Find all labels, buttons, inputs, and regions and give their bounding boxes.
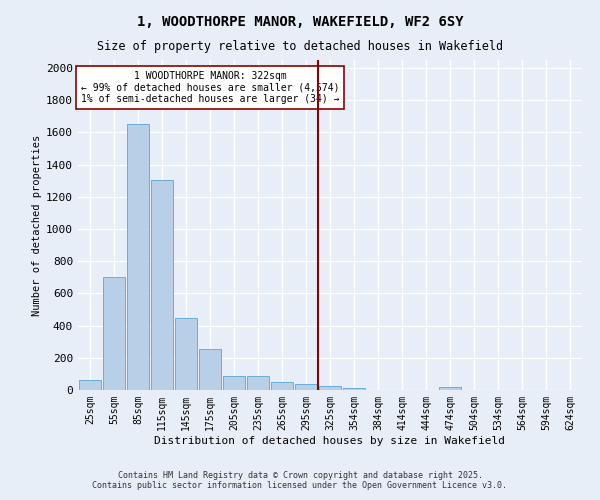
- X-axis label: Distribution of detached houses by size in Wakefield: Distribution of detached houses by size …: [155, 436, 505, 446]
- Bar: [127, 124, 149, 390]
- Bar: [151, 180, 173, 390]
- Bar: [319, 386, 341, 390]
- Y-axis label: Number of detached properties: Number of detached properties: [32, 134, 42, 316]
- Text: Size of property relative to detached houses in Wakefield: Size of property relative to detached ho…: [97, 40, 503, 53]
- Bar: [199, 349, 221, 390]
- Bar: [175, 318, 197, 390]
- Bar: [223, 376, 245, 390]
- Bar: [79, 380, 101, 390]
- Text: Contains HM Land Registry data © Crown copyright and database right 2025.
Contai: Contains HM Land Registry data © Crown c…: [92, 470, 508, 490]
- Bar: [103, 278, 125, 390]
- Bar: [271, 382, 293, 390]
- Bar: [247, 376, 269, 390]
- Text: 1 WOODTHORPE MANOR: 322sqm
← 99% of detached houses are smaller (4,574)
1% of se: 1 WOODTHORPE MANOR: 322sqm ← 99% of deta…: [81, 72, 339, 104]
- Bar: [439, 387, 461, 390]
- Bar: [295, 384, 317, 390]
- Text: 1, WOODTHORPE MANOR, WAKEFIELD, WF2 6SY: 1, WOODTHORPE MANOR, WAKEFIELD, WF2 6SY: [137, 15, 463, 29]
- Bar: [343, 388, 365, 390]
